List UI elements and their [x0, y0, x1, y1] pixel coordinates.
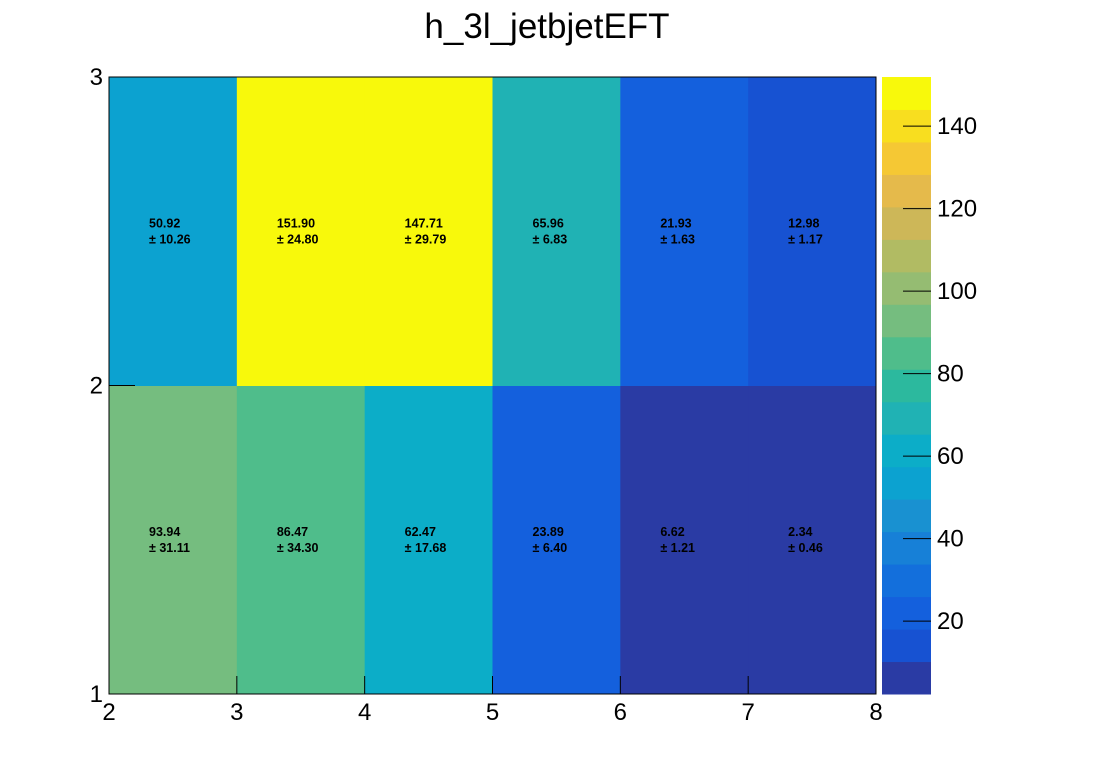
- colorbar-tick-label: 40: [937, 526, 964, 553]
- cell-value-label: 6.62: [660, 525, 684, 539]
- cell-error-label: ± 29.79: [405, 232, 447, 246]
- heatmap-cell: [236, 77, 366, 386]
- colorbar-tick-label: 80: [937, 361, 964, 388]
- cell-error-label: ± 34.30: [277, 541, 319, 555]
- colorbar: 20 40 60 80 100 120 140: [882, 77, 977, 695]
- cell-value-label: 86.47: [277, 525, 308, 539]
- heatmap-cell: [748, 77, 877, 386]
- heatmap-cell: [109, 385, 238, 695]
- colorbar-swatch: [882, 531, 931, 565]
- heatmap-cell: [492, 385, 621, 695]
- cell-error-label: ± 0.46: [788, 541, 823, 555]
- heatmap-cell: [109, 77, 238, 386]
- cell-error-label: ± 31.11: [149, 541, 190, 555]
- colorbar-swatch: [882, 336, 931, 370]
- cell-value-label: 93.94: [149, 525, 180, 539]
- cell-error-label: ± 6.40: [533, 541, 568, 555]
- x-tick-label: 6: [614, 699, 627, 726]
- colorbar-tick-label: 60: [937, 443, 964, 470]
- colorbar-swatch: [882, 596, 931, 630]
- y-tick-label: 2: [90, 373, 103, 400]
- heatmap-cell: [364, 77, 493, 386]
- x-tick-label: 8: [869, 699, 882, 726]
- x-tick-label: 5: [486, 699, 499, 726]
- colorbar-swatch: [882, 499, 931, 533]
- cell-value-label: 50.92: [149, 216, 180, 230]
- colorbar-swatch: [882, 369, 931, 403]
- colorbar-swatch: [882, 564, 931, 598]
- cell-value-label: 23.89: [533, 525, 564, 539]
- x-tick-label: 2: [102, 699, 115, 726]
- colorbar-swatch: [882, 206, 931, 240]
- cell-error-label: ± 10.26: [149, 232, 191, 246]
- colorbar-swatch: [882, 401, 931, 435]
- colorbar-tick-label: 120: [937, 196, 977, 223]
- heatmap-cell: [364, 385, 493, 695]
- colorbar-swatch: [882, 661, 931, 695]
- colorbar-swatch: [882, 466, 931, 500]
- cell-value-label: 12.98: [788, 216, 819, 230]
- x-tick-label: 7: [741, 699, 754, 726]
- colorbar-swatch: [882, 434, 931, 468]
- heatmap-cell: [620, 385, 749, 695]
- y-tick-label: 1: [90, 681, 103, 708]
- cell-value-label: 151.90: [277, 216, 315, 230]
- y-tick-label: 3: [90, 64, 103, 91]
- cell-value-label: 147.71: [405, 216, 443, 230]
- colorbar-tick-label: 140: [937, 113, 977, 140]
- colorbar-swatch: [882, 77, 931, 110]
- colorbar-swatch: [882, 629, 931, 663]
- cell-error-label: ± 17.68: [405, 541, 447, 555]
- cell-value-label: 21.93: [660, 216, 691, 230]
- colorbar-swatch: [882, 304, 931, 338]
- cell-error-label: ± 1.17: [788, 232, 823, 246]
- colorbar-tick-label: 20: [937, 608, 964, 635]
- cell-value-label: 2.34: [788, 525, 812, 539]
- colorbar-swatch: [882, 271, 931, 305]
- heatmap-cell: [236, 385, 366, 695]
- cell-error-label: ± 6.83: [533, 232, 568, 246]
- x-tick-label: 4: [358, 699, 371, 726]
- chart-title: h_3l_jetbjetEFT: [424, 7, 669, 46]
- cell-error-label: ± 24.80: [277, 232, 319, 246]
- x-tick-label: 3: [230, 699, 243, 726]
- heatmap-cell: [748, 385, 877, 695]
- colorbar-tick-label: 100: [937, 278, 977, 305]
- heatmap-cell: [620, 77, 749, 386]
- heatmap-cells: [109, 77, 877, 695]
- colorbar-swatch: [882, 239, 931, 273]
- cell-error-label: ± 1.63: [660, 232, 695, 246]
- cell-value-label: 65.96: [533, 216, 564, 230]
- cell-labels: 93.94 ± 31.11 86.47 ± 34.30 62.47 ± 17.68 23.8…: [149, 216, 823, 555]
- cell-value-label: 62.47: [405, 525, 436, 539]
- colorbar-swatch: [882, 174, 931, 208]
- colorbar-swatch: [882, 141, 931, 175]
- heatmap-cell: [492, 77, 621, 386]
- cell-error-label: ± 1.21: [660, 541, 695, 555]
